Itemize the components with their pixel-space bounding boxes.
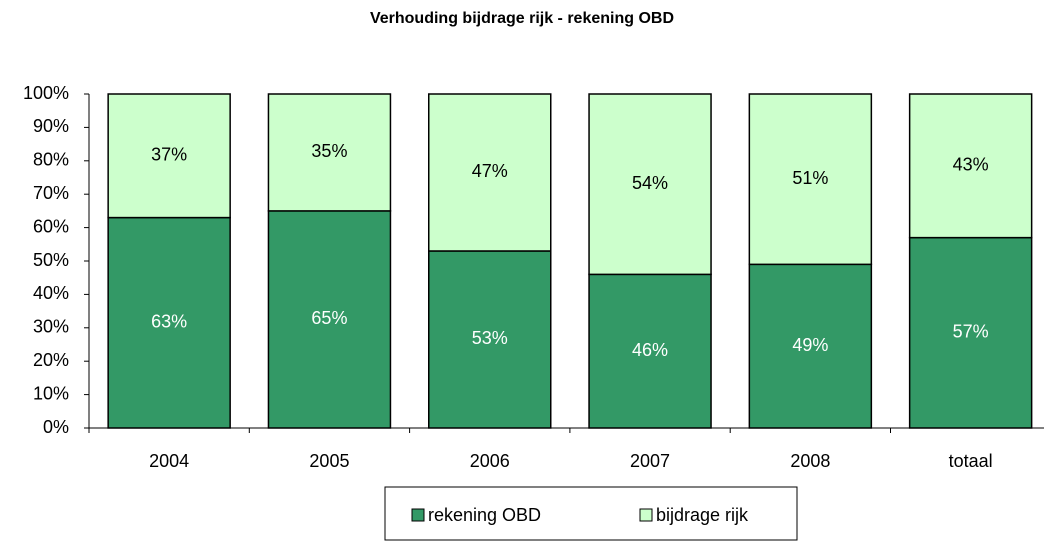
bar-segment (267, 93, 392, 212)
legend-label: bijdrage rijk (656, 505, 749, 525)
legend-box (384, 486, 798, 541)
data-label: 54% (632, 173, 668, 193)
x-tick-label: 2004 (149, 451, 189, 471)
bar-segment (428, 250, 552, 429)
data-label: 46% (632, 340, 668, 360)
bar-segment (748, 263, 873, 429)
y-tick-label: 60% (33, 216, 69, 236)
x-tick-label: 2007 (630, 451, 670, 471)
legend-swatch (639, 508, 653, 522)
y-tick-label: 0% (43, 417, 69, 437)
data-label: 49% (792, 335, 828, 355)
data-label: 43% (953, 155, 989, 175)
bar-segment (908, 236, 1033, 429)
y-tick-label: 100% (23, 83, 69, 103)
data-label: 51% (792, 168, 828, 188)
data-label: 35% (311, 141, 347, 161)
data-label: 37% (151, 145, 187, 165)
bar-segment (588, 93, 712, 276)
bar-segment (428, 93, 552, 252)
x-tick-label: 2006 (470, 451, 510, 471)
y-tick-label: 40% (33, 283, 69, 303)
data-label: 65% (311, 308, 347, 328)
legend-swatch (411, 508, 425, 522)
chart-title: Verhouding bijdrage rijk - rekening OBD (370, 10, 674, 27)
y-tick-label: 90% (33, 116, 69, 136)
y-tick-label: 20% (33, 350, 69, 370)
bar-segment (267, 210, 392, 429)
x-tick-label: 2008 (790, 451, 830, 471)
data-label: 57% (953, 322, 989, 342)
y-tick-label: 50% (33, 250, 69, 270)
y-tick-label: 80% (33, 150, 69, 170)
bar-segment (107, 93, 231, 219)
x-tick-label: 2005 (309, 451, 349, 471)
data-label: 63% (151, 312, 187, 332)
y-tick-label: 10% (33, 383, 69, 403)
y-tick-label: 70% (33, 183, 69, 203)
data-label: 53% (472, 328, 508, 348)
legend-label: rekening OBD (428, 505, 541, 525)
y-tick-label: 30% (33, 317, 69, 337)
bar-segment (908, 93, 1033, 239)
x-tick-label: totaal (949, 451, 993, 471)
data-label: 47% (472, 161, 508, 181)
bar-segment (748, 93, 873, 266)
bar-segment (107, 216, 231, 429)
